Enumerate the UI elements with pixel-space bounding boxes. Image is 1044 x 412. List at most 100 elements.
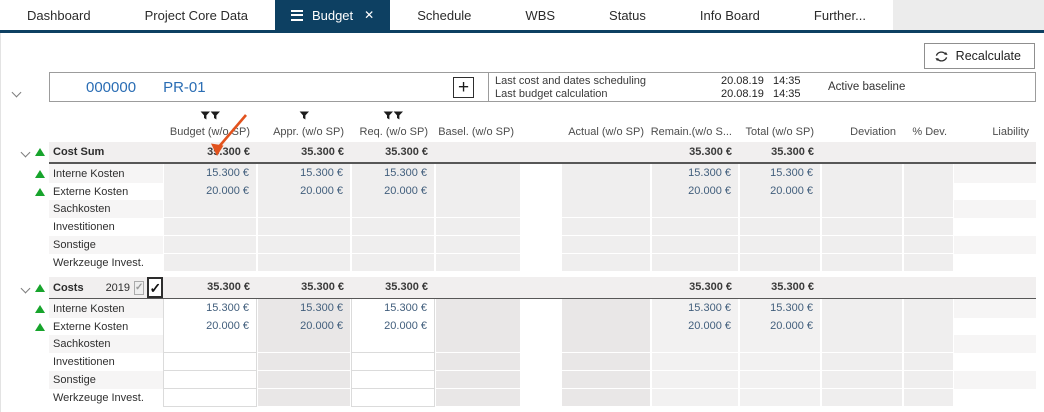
cell-total[interactable] [739,389,821,407]
cell-pdev[interactable] [903,335,954,353]
cell-pdev[interactable] [903,389,954,407]
filter-icons[interactable] [257,111,351,123]
cell-pdev[interactable] [903,200,954,218]
cell-total[interactable]: 20.000 € [739,182,821,201]
cell-actual[interactable] [561,299,651,318]
cell-budget[interactable]: 20.000 € [163,182,257,201]
cell-deviation[interactable] [821,299,903,318]
cell-appr[interactable]: 20.000 € [257,317,351,336]
cell-budget[interactable] [163,218,257,236]
menu-icon[interactable] [290,9,303,21]
group-collapse-chevron[interactable] [20,279,31,297]
cell-deviation[interactable] [821,353,903,371]
cell-pdev[interactable] [903,317,954,336]
cell-liability[interactable] [954,200,1036,218]
filter-icon[interactable] [299,111,309,123]
cell-total[interactable]: 20.000 € [739,317,821,336]
cell-deviation[interactable] [821,200,903,218]
cell-basel[interactable] [435,200,521,218]
cell-liability[interactable] [954,371,1036,389]
cell-total[interactable] [739,254,821,272]
cell-liability[interactable] [954,335,1036,353]
cell-req[interactable] [351,353,435,371]
project-collapse-chevron[interactable] [11,83,22,101]
cell-remain[interactable] [651,335,739,353]
cell-pdev[interactable] [903,371,954,389]
cell-liability[interactable] [954,218,1036,236]
cell-remain[interactable] [651,200,739,218]
cell-budget[interactable] [163,200,257,218]
tab-budget[interactable]: Budget ✕ [274,0,391,30]
add-button[interactable]: + [453,76,474,98]
cell-appr[interactable]: 15.300 € [257,299,351,318]
cell-actual[interactable] [561,371,651,389]
cell-liability[interactable] [954,389,1036,407]
group-collapse-chevron[interactable] [20,143,31,161]
cell-deviation[interactable] [821,335,903,353]
cell-appr[interactable] [257,335,351,353]
cell-req[interactable] [351,371,435,389]
tab-further[interactable]: Further... [787,0,893,30]
cell-req[interactable]: 20.000 € [351,182,435,201]
filter-icon[interactable] [200,111,210,123]
cell-liability[interactable] [954,299,1036,318]
cell-budget[interactable]: 15.300 € [163,164,257,183]
cell-req[interactable]: 15.300 € [351,164,435,183]
cell-total[interactable]: 15.300 € [739,299,821,318]
approval-checkbox[interactable]: ✓ [147,277,164,298]
cell-appr[interactable] [257,389,351,407]
cell-budget[interactable]: 20.000 € [163,317,257,336]
cell-liability[interactable] [954,353,1036,371]
cell-req[interactable] [351,389,435,407]
cell-actual[interactable] [561,335,651,353]
cell-remain[interactable] [651,371,739,389]
cell-deviation[interactable] [821,218,903,236]
cell-liability[interactable] [954,164,1036,183]
cell-req[interactable] [351,254,435,272]
cell-appr[interactable] [257,200,351,218]
cell-pdev[interactable] [903,353,954,371]
tab-schedule[interactable]: Schedule [390,0,498,30]
cell-pdev[interactable] [903,164,954,183]
cell-appr[interactable] [257,254,351,272]
cell-budget[interactable] [163,353,257,371]
cell-appr[interactable] [257,371,351,389]
cell-basel[interactable] [435,371,521,389]
cell-actual[interactable] [561,317,651,336]
cell-deviation[interactable] [821,254,903,272]
cell-total[interactable] [739,236,821,254]
cell-appr[interactable] [257,218,351,236]
filter-icon[interactable] [393,111,403,123]
cell-pdev[interactable] [903,218,954,236]
project-code[interactable]: PR-01 [163,78,206,96]
cell-actual[interactable] [561,236,651,254]
cell-req[interactable]: 20.000 € [351,317,435,336]
cell-remain[interactable] [651,218,739,236]
cell-pdev[interactable] [903,236,954,254]
cell-total[interactable]: 15.300 € [739,164,821,183]
cell-total[interactable] [739,353,821,371]
cell-actual[interactable] [561,389,651,407]
cell-appr[interactable] [257,353,351,371]
cell-remain[interactable]: 20.000 € [651,182,739,201]
tab-status[interactable]: Status [582,0,673,30]
cell-total[interactable] [739,218,821,236]
cell-deviation[interactable] [821,317,903,336]
cell-appr[interactable]: 20.000 € [257,182,351,201]
cell-liability[interactable] [954,254,1036,272]
cell-liability[interactable] [954,236,1036,254]
cell-appr[interactable] [257,236,351,254]
cell-pdev[interactable] [903,254,954,272]
cell-liability[interactable] [954,182,1036,201]
cell-total[interactable] [739,200,821,218]
cell-req[interactable]: 15.300 € [351,299,435,318]
cell-actual[interactable] [561,353,651,371]
cell-budget[interactable] [163,389,257,407]
cell-total[interactable] [739,335,821,353]
cell-actual[interactable] [561,254,651,272]
cell-basel[interactable] [435,389,521,407]
filter-icon[interactable] [210,111,220,123]
cell-basel[interactable] [435,353,521,371]
cell-basel[interactable] [435,254,521,272]
cell-req[interactable] [351,200,435,218]
